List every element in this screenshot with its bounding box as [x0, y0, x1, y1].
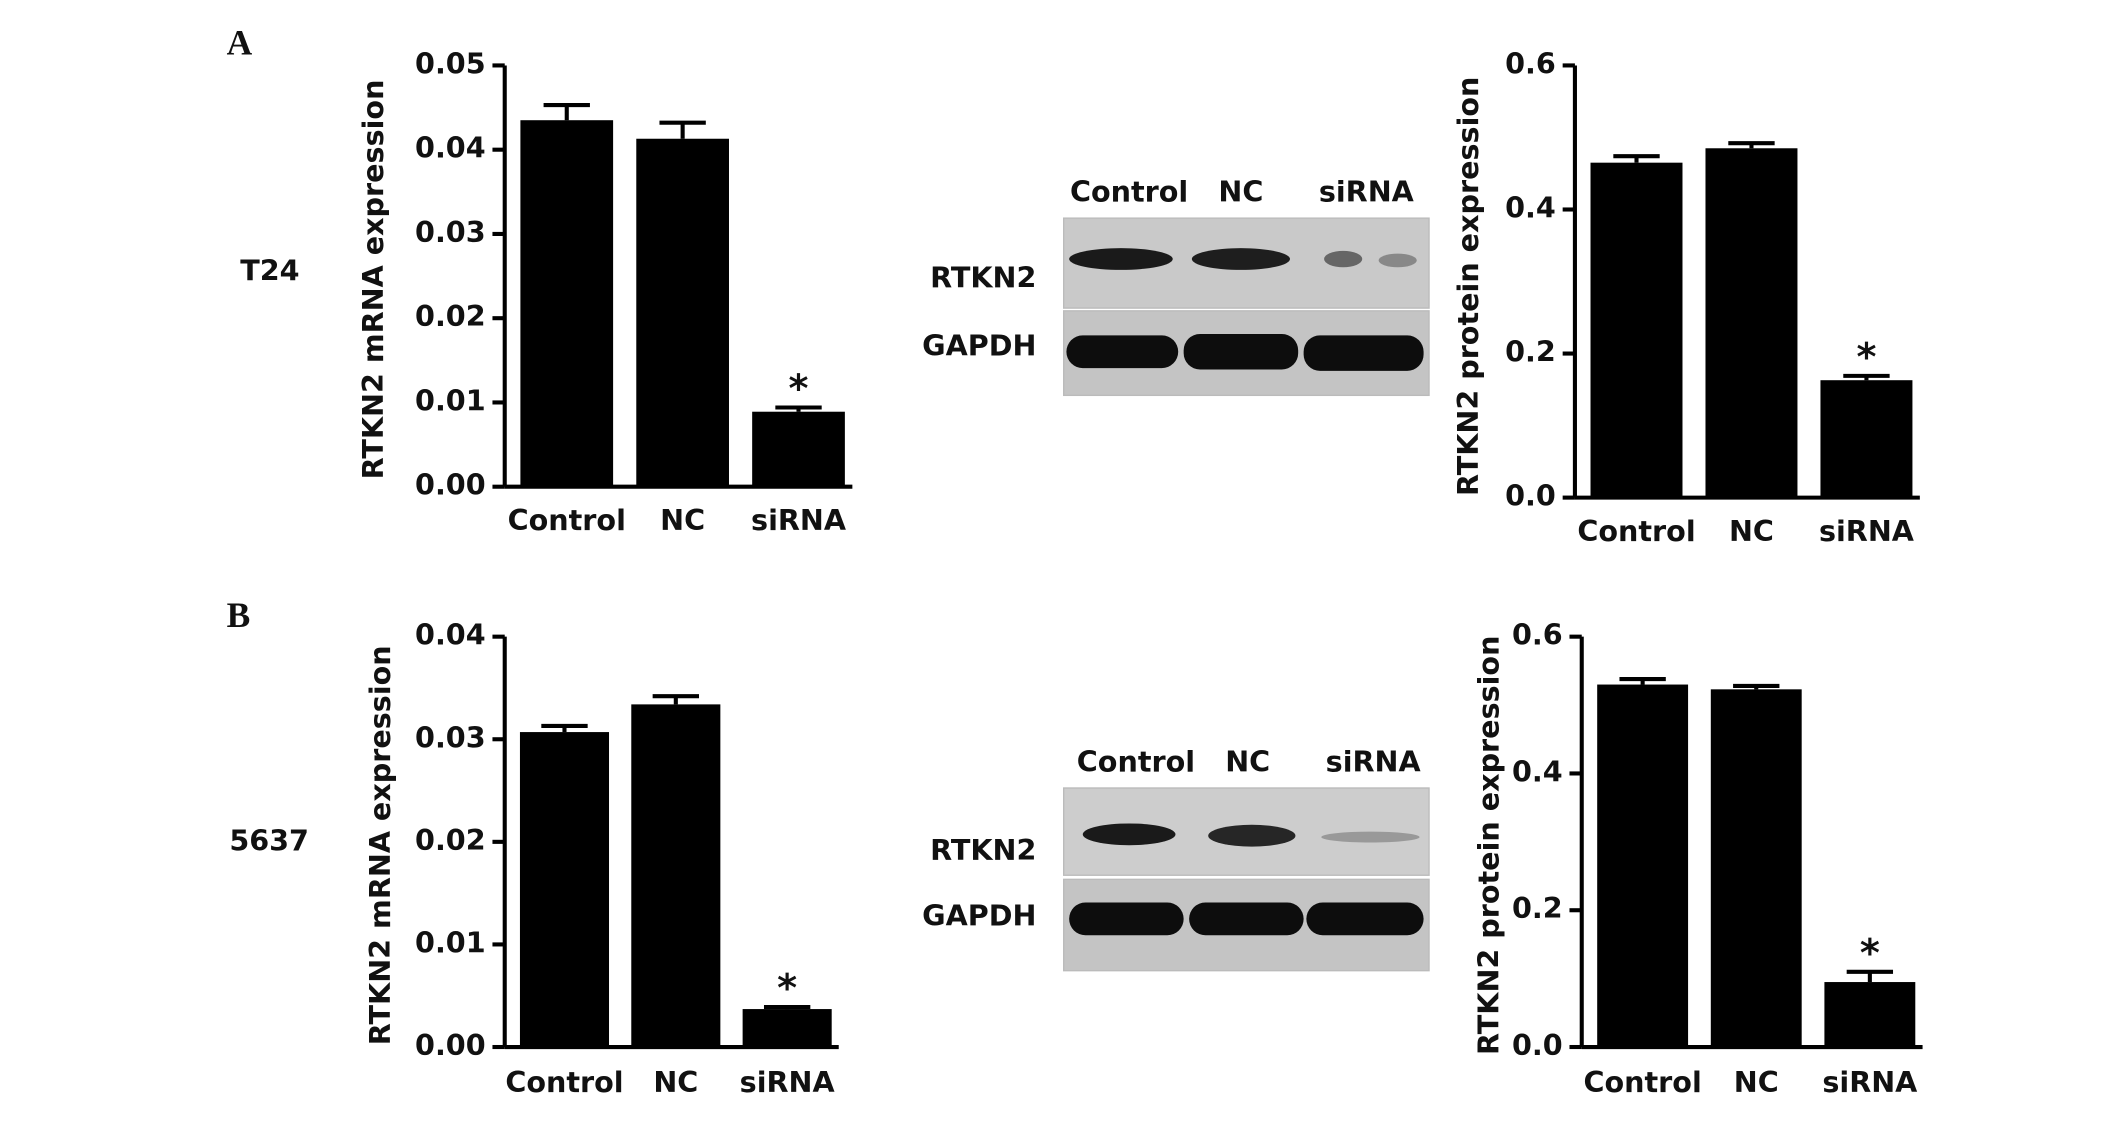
bar	[1597, 684, 1689, 1048]
blot-band	[1189, 902, 1304, 936]
row-label: RTKN2	[930, 260, 1036, 294]
significance-marker: *	[789, 368, 809, 412]
y-axis-label: RTKN2 mRNA expression	[363, 645, 397, 1045]
y-tick-label: 0.03	[415, 215, 486, 249]
lane-label: Control	[1077, 744, 1195, 778]
error-bar	[775, 405, 822, 412]
significance-marker: *	[1860, 932, 1880, 976]
y-tick-label: 0.2	[1505, 335, 1556, 369]
x-tick-label: Control	[505, 1065, 623, 1099]
bar	[1710, 689, 1802, 1048]
bar	[519, 732, 610, 1048]
lane-label: siRNA	[1326, 744, 1421, 778]
error-bar	[1733, 683, 1780, 690]
blot-band	[1321, 831, 1420, 843]
blot-band	[1082, 823, 1176, 846]
x-tick-label: siRNA	[1822, 1065, 1917, 1099]
x-tick-label: NC	[1734, 1065, 1779, 1099]
y-tick-label: 0.4	[1505, 190, 1556, 224]
y-axis-label: RTKN2 mRNA expression	[356, 80, 390, 480]
y-axis-label: RTKN2 protein expression	[1471, 636, 1505, 1055]
y-tick-label: 0.6	[1505, 46, 1556, 80]
error-bar	[1843, 373, 1890, 381]
bar	[1820, 380, 1913, 498]
error-bar	[652, 694, 699, 705]
blot-band	[1303, 335, 1424, 371]
y-tick-label: 0.6	[1512, 618, 1563, 652]
y-tick-label: 0.03	[415, 720, 486, 754]
y-axis-label: RTKN2 protein expression	[1451, 77, 1485, 496]
error-bar	[659, 120, 706, 139]
blot-band	[1191, 248, 1290, 270]
y-tick-label: 0.02	[415, 299, 486, 333]
lane-label: Control	[1070, 175, 1188, 209]
blot-band	[1324, 250, 1363, 268]
x-tick-label: siRNA	[1819, 514, 1914, 548]
x-tick-label: NC	[1729, 514, 1774, 548]
significance-marker: *	[1856, 336, 1876, 380]
blot-band	[1069, 248, 1173, 270]
y-tick-label: 0.04	[415, 618, 486, 652]
cell-line-label: T24	[240, 254, 299, 288]
error-bar	[1619, 677, 1666, 685]
y-tick-label: 0.02	[415, 823, 486, 857]
y-tick-label: 0.05	[415, 46, 486, 80]
blot-band	[1183, 334, 1299, 370]
error-bar	[1613, 154, 1660, 163]
y-tick-label: 0.00	[415, 1028, 486, 1062]
x-tick-label: siRNA	[740, 1065, 835, 1099]
significance-marker: *	[777, 967, 797, 1011]
y-tick-label: 0.00	[415, 468, 486, 502]
y-tick-label: 0.01	[415, 383, 486, 417]
y-tick-label: 0.0	[1505, 479, 1556, 513]
bar	[1590, 162, 1683, 498]
blot-band	[1306, 902, 1424, 936]
bar	[636, 138, 729, 487]
y-tick-label: 0.4	[1512, 754, 1563, 788]
x-tick-label: Control	[508, 503, 626, 537]
bar	[631, 704, 721, 1048]
x-tick-label: NC	[660, 503, 705, 537]
cell-line-label: 5637	[229, 824, 309, 858]
y-tick-label: 0.01	[415, 925, 486, 959]
error-bar	[543, 102, 590, 121]
bar	[520, 120, 614, 487]
blot-band	[1069, 902, 1184, 936]
lane-label: siRNA	[1319, 175, 1414, 209]
row-label: RTKN2	[930, 833, 1036, 867]
y-tick-label: 0.2	[1512, 891, 1563, 925]
error-bar	[541, 723, 588, 733]
bar	[1705, 148, 1798, 498]
panel-label: B	[227, 595, 251, 635]
row-label: GAPDH	[922, 899, 1036, 933]
x-tick-label: Control	[1584, 1065, 1702, 1099]
blot-band	[1066, 335, 1179, 369]
x-tick-label: NC	[653, 1065, 698, 1099]
western-blot: Control NC siRNA RTKN2 GAPDH	[922, 175, 1430, 397]
x-tick-label: Control	[1577, 514, 1695, 548]
y-tick-label: 0.0	[1512, 1028, 1563, 1062]
error-bar	[763, 1004, 811, 1010]
x-tick-label: siRNA	[751, 503, 846, 537]
error-bar	[1846, 969, 1894, 983]
lane-label: NC	[1218, 175, 1263, 209]
row-label: GAPDH	[922, 329, 1036, 363]
blot-band	[1378, 253, 1417, 268]
bar	[1824, 982, 1916, 1048]
y-tick-label: 0.04	[415, 131, 486, 165]
lane-label: NC	[1225, 744, 1270, 778]
error-bar	[1728, 141, 1775, 149]
western-blot: Control NC siRNA RTKN2 GAPDH	[922, 744, 1430, 972]
panel-label: A	[227, 22, 253, 62]
blot-band	[1208, 824, 1296, 847]
bar	[742, 1009, 832, 1048]
bar	[752, 411, 845, 487]
